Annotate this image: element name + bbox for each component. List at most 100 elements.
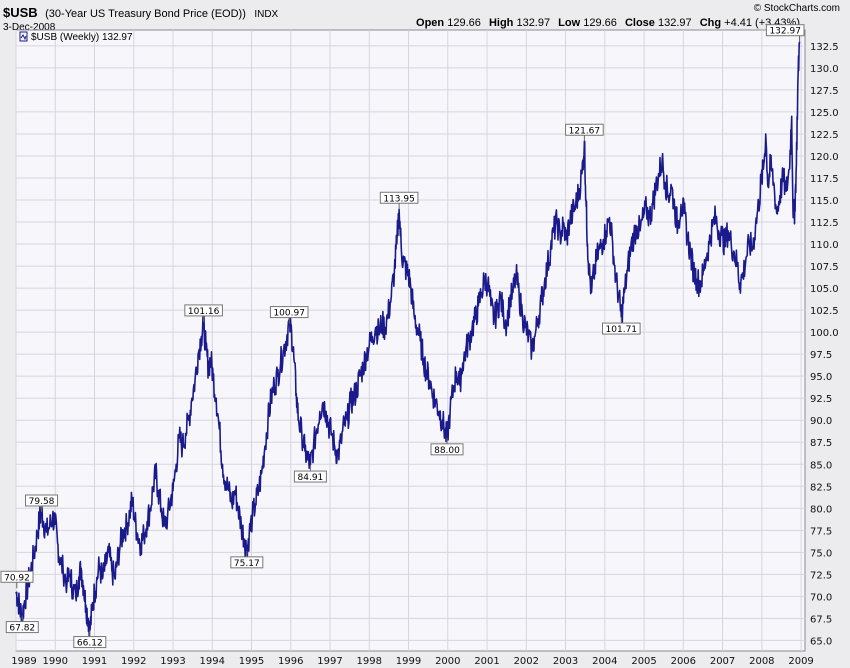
y-tick-label: 80.0	[810, 504, 832, 515]
x-tick-label: 1997	[317, 656, 342, 667]
chart-symbol: $USB	[3, 5, 38, 20]
x-tick-label: 2006	[671, 656, 696, 667]
y-tick-label: 85.0	[810, 460, 832, 471]
y-tick-label: 67.5	[810, 614, 832, 625]
annotation-box	[184, 304, 223, 317]
y-tick-label: 72.5	[810, 570, 832, 581]
annotation-box	[293, 470, 327, 483]
annotation-box	[269, 306, 309, 319]
x-tick-label: 2000	[435, 656, 460, 667]
x-tick-label: 2008	[749, 656, 774, 667]
low-label: Low	[558, 17, 580, 29]
close-value: 132.97	[658, 17, 692, 29]
y-tick-label: 102.5	[810, 306, 839, 317]
y-tick-label: 95.0	[810, 372, 832, 383]
annotation-label: 101.16	[188, 307, 220, 317]
high-label: High	[489, 17, 514, 29]
annotation-label: 75.17	[234, 559, 260, 569]
low-value: 129.66	[583, 17, 617, 29]
annotation-label: 67.82	[9, 624, 35, 634]
y-tick-label: 120.0	[810, 152, 839, 163]
annotation-label: 84.91	[298, 473, 324, 483]
high-value: 132.97	[516, 17, 550, 29]
x-tick-label: 2003	[553, 656, 578, 667]
open-label: Open	[416, 17, 444, 29]
plot-area	[15, 29, 806, 652]
legend-text: $USB (Weekly) 132.97	[31, 32, 133, 43]
brand-logo: © StockCharts.com	[754, 3, 840, 14]
y-tick-label: 127.5	[810, 86, 839, 97]
y-tick-label: 97.5	[810, 350, 832, 361]
legend-line-icon	[19, 31, 28, 42]
y-tick-label: 105.0	[810, 284, 839, 295]
annotation-callout: 132.97	[765, 24, 805, 42]
y-tick-label: 87.5	[810, 438, 832, 449]
annotation-label: 100.97	[273, 309, 305, 319]
y-tick-label: 92.5	[810, 394, 832, 405]
ohlc-readout: Open 129.66 High 132.97 Low 129.66 Close…	[416, 17, 800, 29]
annotation-label: 121.67	[569, 126, 601, 136]
annotation-box	[430, 443, 464, 456]
annotation-callout: 101.16	[184, 304, 223, 322]
annotation-callout: 88.00	[430, 437, 464, 456]
annotation-callout: 66.12	[73, 630, 107, 649]
y-tick-label: 110.0	[810, 240, 839, 251]
annotation-label: 79.58	[29, 497, 55, 507]
x-tick-label: 1989	[11, 656, 36, 667]
open-value: 129.66	[447, 17, 481, 29]
annotation-box	[73, 636, 107, 649]
annotation-callout: 84.91	[293, 465, 327, 483]
annotation-callout: 113.95	[379, 191, 419, 210]
y-tick-label: 122.5	[810, 130, 839, 141]
y-tick-label: 70.0	[810, 592, 832, 603]
y-tick-label: 65.0	[810, 636, 832, 647]
annotation-box	[5, 621, 39, 634]
annotation-callout: 101.71	[601, 317, 641, 335]
chart-description: (30-Year US Treasury Bond Price (EOD))	[45, 8, 246, 20]
x-tick-label: 1998	[357, 656, 382, 667]
chart-date: 3-Dec-2008	[3, 22, 56, 33]
x-tick-label: 2005	[631, 656, 656, 667]
annotation-callout: 121.67	[565, 123, 604, 142]
x-tick-label: 1991	[82, 656, 107, 667]
x-tick-label: 2009	[788, 656, 813, 667]
x-tick-label: 1996	[278, 656, 303, 667]
y-tick-label: 117.5	[810, 174, 839, 185]
y-tick-label: 90.0	[810, 416, 832, 427]
annotation-label: 70.92	[4, 573, 30, 583]
y-tick-label: 77.5	[810, 526, 832, 537]
annotation-callout: 75.17	[230, 550, 264, 569]
annotation-callout: 70.92	[0, 570, 34, 589]
x-tick-label: 1992	[121, 656, 146, 667]
y-tick-label: 100.0	[810, 328, 839, 339]
annotation-callout: 100.97	[269, 306, 309, 324]
series-line-usb	[15, 41, 801, 642]
annotation-box	[379, 191, 419, 204]
chg-label: Chg	[700, 17, 721, 29]
legend: $USB (Weekly) 132.97	[19, 31, 133, 43]
y-tick-label: 107.5	[810, 262, 839, 273]
y-tick-label: 132.5	[810, 42, 839, 53]
annotation-callout: 79.58	[25, 494, 59, 513]
y-tick-label: 125.0	[810, 108, 839, 119]
y-tick-label: 130.0	[810, 64, 839, 75]
annotation-label: 88.00	[434, 446, 460, 456]
annotation-box	[230, 556, 264, 569]
x-tick-label: 1999	[396, 656, 421, 667]
y-tick-label: 75.0	[810, 548, 832, 559]
y-axis: 65.0 67.5 70.0 72.5 75.0 77.5 80.0 82.5 85.0 87.5…	[810, 42, 839, 648]
annotation-box	[765, 24, 805, 37]
x-tick-label: 2004	[592, 656, 617, 667]
annotation-box	[601, 322, 641, 335]
svg-text:$USB (30-Year US Treasury: $USB (30-Year US Treasury Bond Price (EO…	[3, 4, 279, 21]
x-tick-label: 1995	[239, 656, 264, 667]
chart-exchange: INDX	[254, 9, 278, 20]
legend-swatch-icon	[20, 34, 27, 41]
annotation-callout: 67.82	[5, 615, 39, 634]
x-axis: 1989 1990 1991 1992 1993 1994 1995 1996 1997 1998…	[11, 656, 814, 667]
close-label: Close	[625, 17, 655, 29]
y-tick-label: 112.5	[810, 218, 839, 229]
annotations: 70.92 67.82 79.58 66.12 101.16 75.17 100.97 84.…	[0, 24, 805, 649]
x-tick-label: 1990	[43, 656, 68, 667]
annotation-box	[565, 123, 604, 136]
